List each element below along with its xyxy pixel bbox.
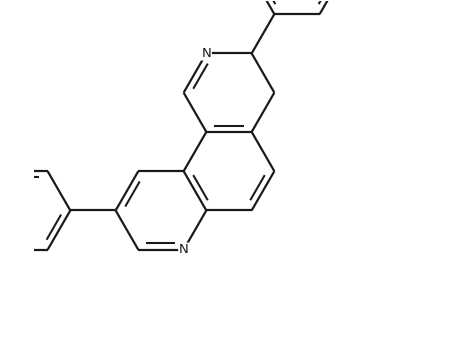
Text: N: N (179, 243, 189, 256)
Text: N: N (202, 47, 211, 60)
